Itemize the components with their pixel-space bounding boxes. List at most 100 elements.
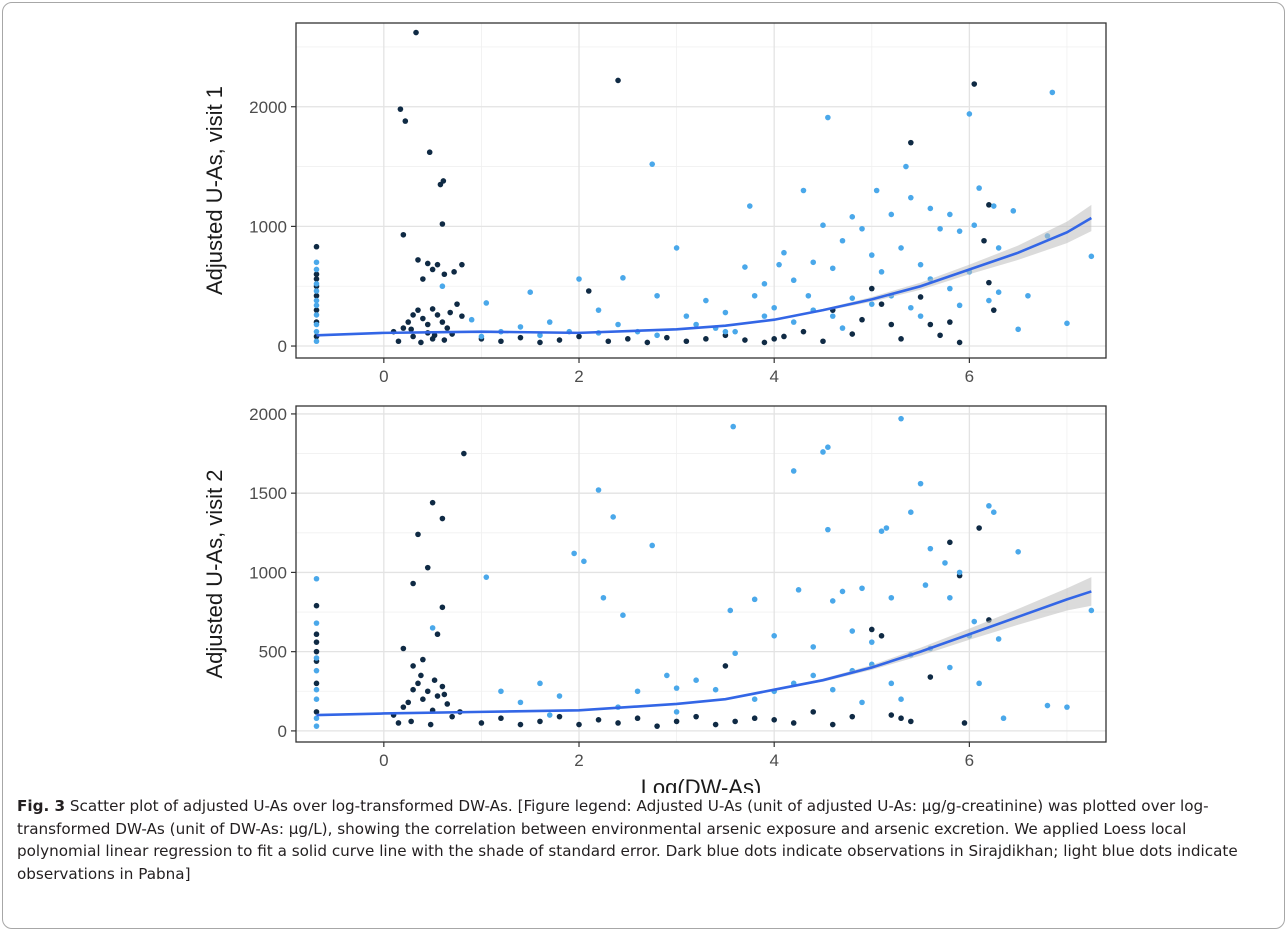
data-point — [634, 715, 641, 722]
data-point — [829, 265, 836, 272]
y-tick-label: 0 — [278, 337, 287, 356]
data-point — [402, 118, 409, 124]
data-point — [1088, 607, 1095, 614]
data-point — [859, 225, 865, 232]
data-point — [937, 225, 943, 232]
data-point — [703, 336, 709, 342]
data-point — [820, 222, 826, 228]
data-point — [790, 277, 797, 284]
data-point — [966, 111, 973, 117]
data-point — [771, 717, 777, 723]
data-point — [434, 693, 441, 699]
data-point — [898, 336, 904, 342]
data-point — [849, 628, 856, 634]
data-point — [420, 696, 426, 703]
data-point — [903, 163, 909, 170]
data-point — [995, 289, 1002, 295]
data-point — [1049, 89, 1056, 96]
data-point — [498, 338, 504, 345]
data-point — [673, 245, 680, 251]
data-point — [712, 721, 719, 728]
data-point — [498, 715, 504, 722]
data-point — [810, 259, 817, 266]
data-point — [313, 709, 320, 715]
data-point — [790, 720, 797, 726]
data-point — [810, 709, 817, 715]
data-point — [405, 699, 412, 706]
data-point — [1044, 702, 1051, 709]
data-point — [313, 259, 320, 266]
data-point — [410, 333, 416, 340]
data-point — [413, 29, 419, 36]
data-point — [937, 332, 943, 339]
data-point — [873, 187, 880, 194]
data-point — [898, 715, 904, 722]
data-point — [751, 596, 758, 603]
data-point — [727, 607, 734, 614]
data-point — [771, 633, 777, 639]
data-point — [722, 309, 729, 316]
data-point — [859, 316, 865, 323]
data-point — [761, 281, 768, 287]
data-point — [434, 631, 441, 638]
data-point — [917, 261, 924, 268]
data-point — [415, 531, 421, 538]
data-point — [868, 639, 875, 645]
data-point — [849, 295, 856, 301]
data-point — [995, 245, 1002, 251]
data-point — [986, 503, 992, 509]
data-point — [313, 602, 320, 609]
data-point — [625, 336, 631, 342]
data-point — [420, 315, 426, 322]
data-point — [483, 574, 490, 580]
loess-fit-line — [316, 216, 1093, 337]
data-point — [825, 444, 831, 451]
data-point — [429, 625, 436, 631]
data-point — [418, 339, 424, 346]
data-point — [732, 328, 738, 335]
data-point — [527, 289, 534, 295]
data-point — [888, 321, 895, 328]
data-point — [441, 337, 448, 343]
y-axis-label: Adjusted U-As, visit 2 — [202, 469, 227, 678]
data-point — [829, 598, 836, 604]
data-point — [888, 680, 895, 687]
data-point — [313, 288, 320, 294]
data-point — [451, 269, 457, 275]
y-tick-label: 2000 — [249, 405, 287, 424]
data-point — [517, 334, 524, 341]
data-point — [1064, 704, 1070, 710]
data-point — [673, 709, 680, 715]
data-point — [410, 580, 416, 587]
data-point — [673, 718, 680, 725]
data-point — [820, 449, 826, 455]
data-point — [849, 214, 856, 220]
data-point — [956, 339, 963, 346]
data-point — [313, 266, 320, 273]
data-point — [722, 663, 729, 669]
data-point — [956, 302, 963, 309]
data-point — [449, 713, 455, 720]
data-point — [683, 313, 690, 319]
data-point — [751, 292, 758, 299]
data-point — [839, 588, 846, 595]
data-point — [546, 319, 553, 325]
data-point — [898, 696, 904, 703]
data-point — [415, 257, 421, 263]
data-point — [556, 693, 563, 699]
data-point — [961, 720, 968, 726]
data-point — [908, 304, 914, 311]
se-band — [316, 577, 1092, 716]
data-point — [990, 307, 997, 313]
data-point — [439, 604, 446, 611]
data-point — [313, 292, 320, 299]
data-point — [441, 691, 448, 698]
data-point — [990, 509, 997, 515]
data-point — [439, 283, 446, 290]
data-point — [454, 301, 460, 307]
data-point — [878, 269, 885, 275]
data-point — [942, 560, 948, 566]
x-tick-label: 4 — [769, 751, 778, 770]
data-point — [829, 313, 836, 319]
data-point — [947, 285, 953, 292]
